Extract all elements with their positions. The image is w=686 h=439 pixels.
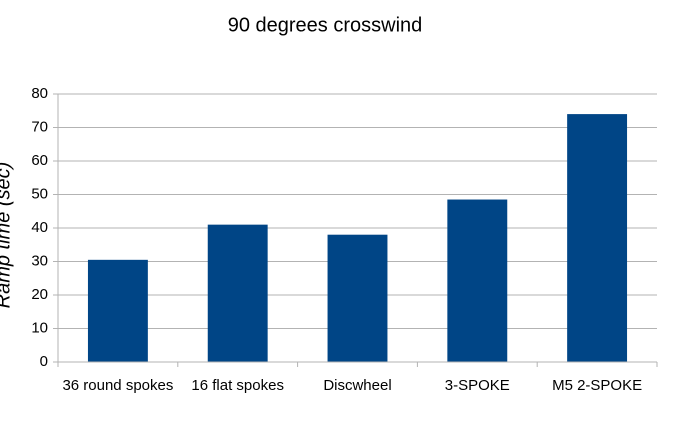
bar [447, 199, 508, 362]
y-tick-label: 80 [31, 85, 48, 102]
y-tick-label: 40 [31, 219, 48, 236]
chart-title: 90 degrees crosswind [228, 14, 423, 36]
bar [207, 224, 268, 362]
x-tick-label: 16 flat spokes [191, 377, 284, 394]
bar [327, 234, 388, 362]
y-tick-label: 0 [40, 353, 48, 370]
y-tick-label: 70 [31, 118, 48, 135]
y-tick-label: 30 [31, 252, 48, 269]
y-tick-label: 20 [31, 286, 48, 303]
y-axis-label: Ramp time (sec) [0, 162, 14, 309]
y-tick-label: 50 [31, 185, 48, 202]
y-tick-label: 60 [31, 152, 48, 169]
y-tick-label: 10 [31, 319, 48, 336]
bar [567, 114, 628, 362]
x-tick-label: 3-SPOKE [445, 377, 510, 394]
x-tick-label: Discwheel [323, 377, 391, 394]
x-tick-label: M5 2-SPOKE [552, 377, 642, 394]
x-tick-label: 36 round spokes [62, 377, 173, 394]
bar [87, 259, 148, 362]
